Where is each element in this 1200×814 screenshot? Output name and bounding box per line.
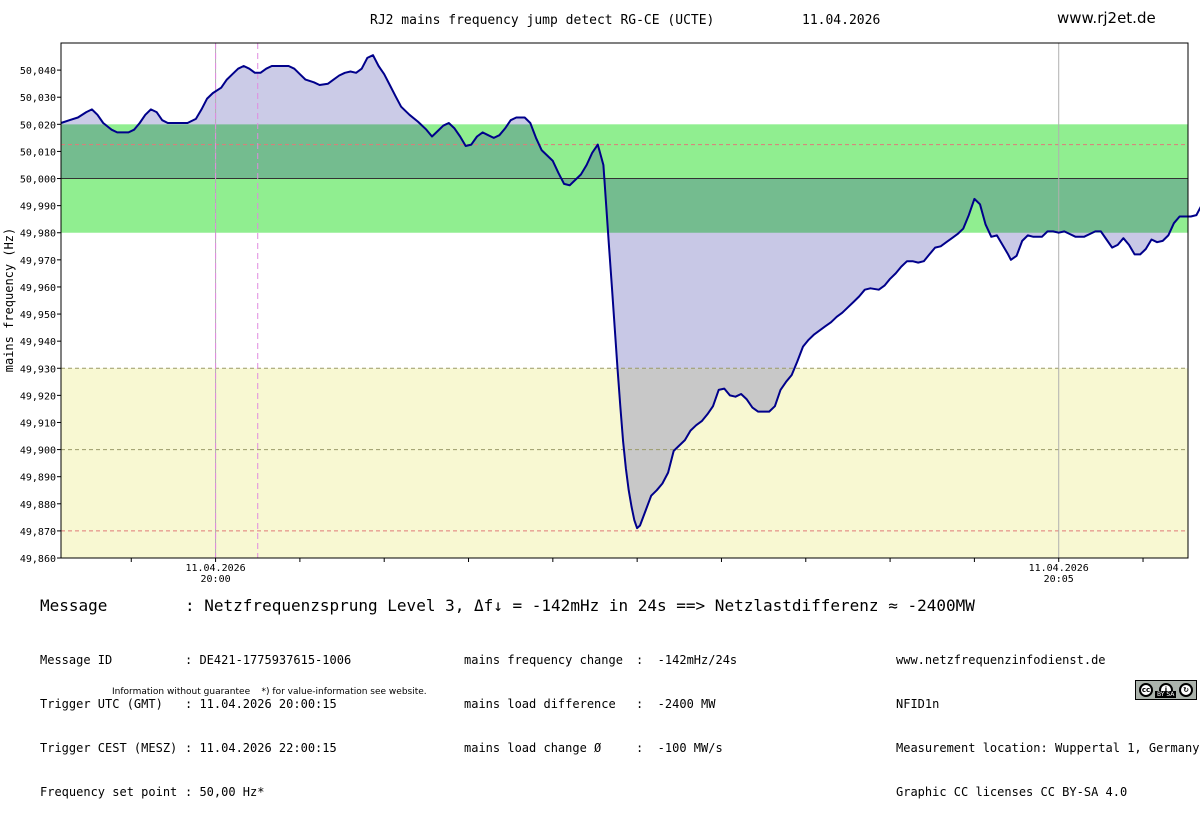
y-tick-label: 49,900 <box>20 446 56 457</box>
info-row: mains load difference: -2400 MW <box>464 697 737 712</box>
info-row: Trigger UTC (GMT): 11.04.2026 20:00:15 <box>40 697 351 712</box>
x-tick-label-time: 20:00 <box>201 574 231 585</box>
info-label: Trigger UTC (GMT) <box>40 696 163 711</box>
sa-icon: ↻ <box>1179 683 1193 697</box>
y-tick-label: 50,010 <box>20 147 56 158</box>
frequency-chart: 50,040 50,030 50,020 50,010 50,000 49,990 49,9… <box>2 42 1200 585</box>
y-tick-label: 50,040 <box>20 66 56 77</box>
info-right: www.netzfrequenzinfodienst.de NFID1n Mea… <box>896 624 1199 814</box>
info-row: Message ID : DE421-1775937615-1006 <box>40 653 351 668</box>
info-row: mains load change Ø : -100 MW/s <box>464 741 737 756</box>
frequency-line <box>60 54 1200 530</box>
plot-frame <box>60 42 1189 559</box>
info-value: : -142mHz/24s <box>636 653 738 668</box>
info-row: Frequency set point : 50,00 Hz* <box>40 785 351 800</box>
y-axis-label: mains frequency (Hz) <box>2 228 16 373</box>
y-tick-label: 49,990 <box>20 202 56 213</box>
site-url: www.rj2et.de <box>1057 9 1156 27</box>
y-tick-label: 49,980 <box>20 229 56 240</box>
y-tick-label: 49,960 <box>20 283 56 294</box>
info-value: : -100 MW/s <box>636 740 723 755</box>
footer-note: Information without guarantee *) for val… <box>112 687 427 697</box>
x-tick-label-date: 11.04.2026 <box>185 563 245 574</box>
x-tick-label-time: 20:05 <box>1044 574 1074 585</box>
y-tick-label: 49,930 <box>20 364 56 375</box>
info-label: Message ID <box>40 653 113 668</box>
info-label: mains frequency change <box>464 653 623 668</box>
info-label: Trigger CEST (MESZ) <box>40 740 178 755</box>
y-tick-label: 49,940 <box>20 337 56 348</box>
license-text: Graphic CC licenses CC BY-SA 4.0 <box>896 784 1128 799</box>
y-tick-label: 49,950 <box>20 310 56 321</box>
y-tick-label: 49,970 <box>20 256 56 267</box>
y-tick-label: 49,860 <box>20 554 56 565</box>
cc-icon: cc <box>1139 683 1153 697</box>
info-value: : DE421-1775937615-1006 <box>185 653 352 668</box>
info-label: mains load difference <box>464 696 616 711</box>
cc-license-badge[interactable]: cc i ↻ BY SA <box>1135 680 1197 700</box>
source-url: www.netzfrequenzinfodienst.de <box>896 653 1106 668</box>
message-label: Message <box>40 596 108 615</box>
measurement-location: Measurement location: Wuppertal 1, Germa… <box>896 740 1200 755</box>
y-tick-label: 49,910 <box>20 418 56 429</box>
info-row: mains frequency change : -142mHz/24s <box>464 653 737 668</box>
y-tick-label: 50,030 <box>20 93 56 104</box>
chart-title: RJ2 mains frequency jump detect RG-CE (U… <box>370 13 715 28</box>
area-below-alert <box>617 368 795 529</box>
message-line: Message : Netzfrequenzsprung Level 3, Δf↓… <box>40 596 975 615</box>
info-label: mains load change Ø <box>464 740 602 755</box>
info-row: Trigger CEST (MESZ) : 11.04.2026 22:00:15 <box>40 741 351 756</box>
chart-date: 11.04.2026 <box>802 13 881 28</box>
y-tick-label: 50,000 <box>20 175 56 186</box>
info-left: Message ID : DE421-1775937615-1006 Trigge… <box>40 624 351 814</box>
info-mid: mains frequency change : -142mHz/24s main… <box>464 624 737 770</box>
info-value: : 11.04.2026 22:00:15 <box>185 740 337 755</box>
y-tick-label: 49,870 <box>20 527 56 538</box>
message-text: : Netzfrequenzsprung Level 3, Δf↓ = -142… <box>185 596 975 615</box>
y-tick-label: 50,020 <box>20 120 56 131</box>
y-tick-label: 49,890 <box>20 473 56 484</box>
chart-axes: 50,040 50,030 50,020 50,010 50,000 49,990 49,9… <box>20 42 1189 585</box>
info-value: : 50,00 Hz* <box>185 784 265 799</box>
y-tick-label: 49,920 <box>20 391 56 402</box>
y-tick-label: 49,880 <box>20 500 56 511</box>
chart-line <box>60 54 1200 530</box>
info-label: Frequency set point <box>40 784 178 799</box>
license-badge-label: BY SA <box>1155 691 1177 698</box>
x-tick-label-date: 11.04.2026 <box>1029 563 1089 574</box>
